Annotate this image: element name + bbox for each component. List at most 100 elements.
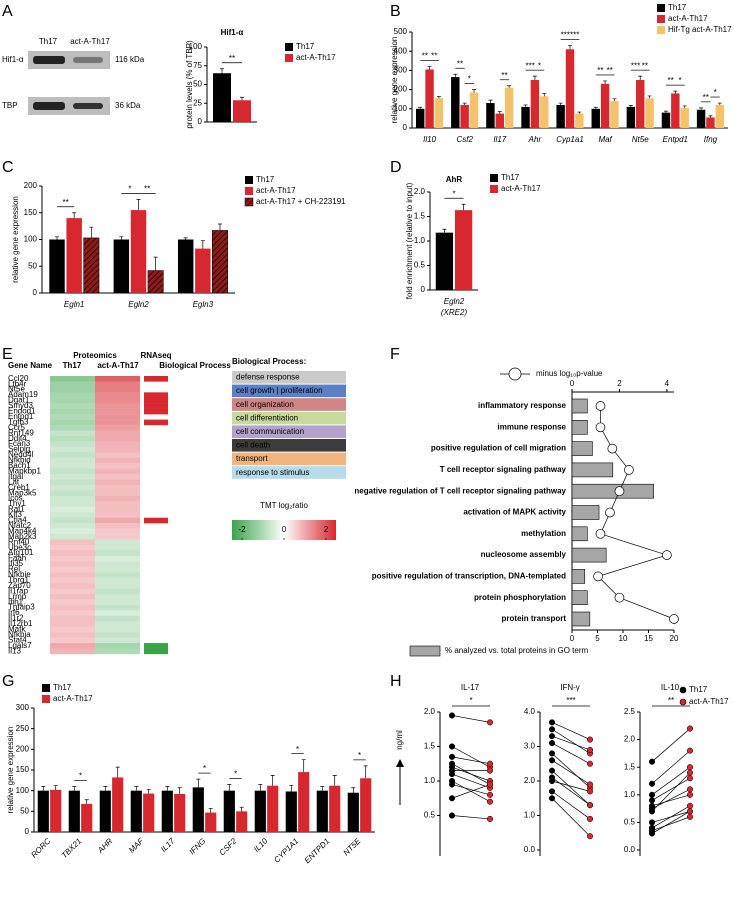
error-bar [289, 784, 294, 792]
x-tick-label: IL10 [252, 836, 270, 854]
bar [486, 103, 495, 128]
heatmap-cell [95, 403, 140, 409]
legend-label: cell growth | proliferation [236, 386, 323, 395]
heatmap-cell [50, 599, 95, 606]
header: Th17 [63, 361, 82, 370]
point [486, 798, 494, 805]
point [548, 795, 556, 802]
heatmap-cell [95, 572, 140, 578]
y-tick-label: 1.5 [624, 762, 636, 771]
bar [415, 108, 425, 128]
gene-name: Ltb4r [8, 379, 27, 388]
ylabel-arrowhead [396, 759, 404, 767]
legend-marker [508, 367, 522, 381]
legend-title: Biological Process: [232, 357, 306, 366]
bar [81, 803, 93, 832]
significance-label: *** [526, 61, 535, 70]
bar [254, 790, 266, 832]
error-bar [239, 806, 244, 812]
legend-label: % analyzed vs. total proteins in GO term [445, 646, 589, 655]
legend-box [232, 466, 346, 479]
bar [571, 590, 588, 606]
error-bar [507, 85, 512, 88]
point [448, 795, 456, 802]
significance-label: *** [570, 31, 579, 40]
gene-name: Il1r2 [8, 614, 24, 623]
y-tick-label: 2.0 [424, 707, 436, 716]
bar [223, 790, 235, 832]
y-tick-label: nucleosome assembly [481, 550, 567, 559]
error-bar [612, 98, 617, 102]
gene-name: Entpd1 [8, 412, 34, 421]
bar [600, 83, 610, 128]
header: Proteomics [73, 351, 117, 360]
error-bar [558, 102, 563, 105]
bar [37, 790, 49, 832]
rnaseq-cell [144, 392, 168, 398]
error-bar [532, 75, 537, 80]
error-bar [301, 759, 306, 773]
bar [556, 104, 565, 128]
heatmap-cell [95, 506, 140, 513]
y-tick-label: 50 [193, 80, 202, 89]
error-bar [55, 236, 60, 240]
bar [50, 789, 62, 832]
pair-line [451, 766, 491, 782]
gene-name: Mafk [8, 625, 26, 634]
colorbar [232, 520, 336, 540]
point [686, 764, 694, 771]
heatmap-cell [95, 566, 140, 573]
x-tick-label: 15 [644, 634, 653, 643]
chart-title: Hif1-α [221, 28, 244, 37]
heatmap-cell [50, 457, 95, 464]
gene-name: Endod1 [8, 407, 36, 416]
y-tick-label: methylation [521, 529, 566, 538]
bar [147, 270, 164, 294]
heatmap-cell [95, 435, 140, 442]
blot-size-label: 116 kDa [115, 55, 145, 64]
heatmap-cell [95, 610, 140, 616]
rnaseq-cell [144, 408, 168, 415]
bar [113, 239, 130, 293]
error-bar [673, 90, 678, 94]
error-bar [227, 784, 232, 791]
bar [571, 526, 588, 542]
bar [68, 790, 80, 832]
pair-line [451, 715, 491, 723]
blot-protein-label: Hif1-α [2, 55, 24, 64]
pair-line [551, 722, 591, 740]
heatmap-cell [50, 512, 95, 518]
error-bar [200, 240, 205, 249]
bar [236, 811, 248, 832]
header: act-A-Th17 [97, 361, 139, 370]
heatmap-cell [50, 632, 95, 638]
legend-label: Th17 [668, 3, 687, 12]
heatmap-cell [95, 468, 140, 475]
pair-line [651, 750, 691, 785]
error-bar [603, 80, 608, 84]
bar [130, 790, 142, 832]
heatmap-cell [95, 392, 140, 398]
heatmap-cell [95, 621, 140, 627]
legend-marker [679, 698, 687, 706]
significance-label: ** [229, 54, 235, 63]
bar [571, 398, 588, 414]
bar [565, 49, 575, 128]
heatmap-cell [50, 485, 95, 491]
pair-line [651, 728, 691, 762]
heatmap-cell [50, 583, 95, 589]
heatmap-cell [95, 528, 140, 535]
gene-name: Smyd3 [8, 401, 33, 410]
heatmap-cell [95, 626, 140, 633]
colorbar-label: TMT log₂ratio [260, 501, 308, 510]
heatmap-cell [95, 501, 140, 507]
y-tick-label: 1.0 [524, 811, 536, 820]
heatmap-cell [50, 594, 95, 600]
heatmap-cell [50, 474, 95, 480]
error-bar [488, 99, 493, 104]
heatmap-cell [50, 517, 95, 524]
bar [706, 117, 715, 128]
rnaseq-cell [144, 403, 168, 409]
error-bar [220, 68, 224, 74]
x-tick-label: AHR [95, 836, 114, 855]
